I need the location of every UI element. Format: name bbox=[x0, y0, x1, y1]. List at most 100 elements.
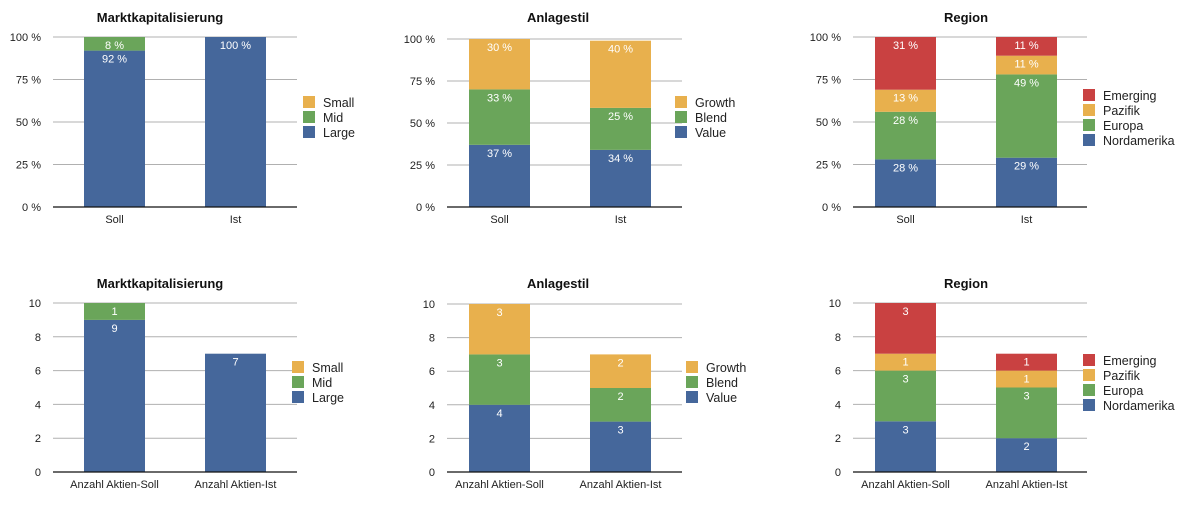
bar-segment-large bbox=[84, 319, 145, 472]
legend-label: Mid bbox=[323, 111, 343, 125]
bar-segment-europa bbox=[875, 370, 936, 422]
legend-swatch-mid bbox=[292, 376, 304, 388]
bar-segment-europa bbox=[996, 74, 1057, 158]
legend-swatch-small bbox=[303, 96, 315, 108]
y-tick-label: 0 bbox=[35, 467, 41, 479]
y-tick-label: 100 % bbox=[10, 32, 41, 44]
bar-segment-emerging bbox=[996, 353, 1057, 371]
data-label: 3 bbox=[617, 425, 623, 437]
y-tick-label: 25 % bbox=[16, 160, 41, 172]
legend-label: Value bbox=[706, 391, 737, 405]
data-label: 40 % bbox=[608, 44, 633, 56]
x-tick-label: Anzahl Aktien-Ist bbox=[580, 479, 662, 491]
bar-segment-emerging bbox=[875, 303, 936, 354]
data-label: 49 % bbox=[1014, 77, 1039, 89]
chart-title: Region bbox=[944, 276, 988, 291]
legend-label: Small bbox=[323, 96, 354, 110]
bar-segment-growth bbox=[469, 304, 530, 355]
legend-label: Growth bbox=[706, 361, 746, 375]
y-tick-label: 8 bbox=[429, 333, 435, 345]
x-tick-label: Anzahl Aktien-Soll bbox=[861, 479, 950, 491]
bar-segment-europa bbox=[996, 387, 1057, 439]
y-tick-label: 0 bbox=[429, 467, 435, 479]
x-tick-label: Anzahl Aktien-Soll bbox=[70, 479, 159, 491]
bar-segment-pazifik bbox=[875, 353, 936, 371]
data-label: 1 bbox=[902, 357, 908, 369]
legend-swatch-growth bbox=[675, 96, 687, 108]
y-tick-label: 25 % bbox=[410, 160, 435, 172]
y-tick-label: 0 bbox=[835, 467, 841, 479]
data-label: 28 % bbox=[893, 162, 918, 174]
x-tick-label: Soll bbox=[105, 214, 123, 226]
data-label: 100 % bbox=[220, 40, 251, 52]
bar-segment-nordamerika bbox=[875, 159, 936, 207]
data-label: 3 bbox=[496, 307, 502, 319]
data-label: 2 bbox=[1023, 441, 1029, 453]
legend-swatch-large bbox=[292, 391, 304, 403]
legend-swatch-europa bbox=[1083, 119, 1095, 131]
bar-segment-mid bbox=[84, 37, 145, 51]
data-label: 1 bbox=[1023, 357, 1029, 369]
x-tick-label: Soll bbox=[896, 214, 914, 226]
data-label: 3 bbox=[902, 306, 908, 318]
legend-swatch-nordamerika bbox=[1083, 399, 1095, 411]
legend-swatch-small bbox=[292, 361, 304, 373]
legend-label: Nordamerika bbox=[1103, 134, 1175, 148]
chart-title: Anlagestil bbox=[527, 276, 589, 291]
y-tick-label: 4 bbox=[429, 400, 435, 412]
legend-swatch-emerging bbox=[1083, 89, 1095, 101]
legend-swatch-emerging bbox=[1083, 354, 1095, 366]
data-label: 4 bbox=[496, 408, 502, 420]
data-label: 33 % bbox=[487, 92, 512, 104]
y-tick-label: 0 % bbox=[22, 202, 41, 214]
data-label: 1 bbox=[111, 306, 117, 318]
bar-segment-blend bbox=[469, 89, 530, 145]
bar-segment-growth bbox=[590, 354, 651, 388]
chart-4: Marktkapitalisierung 0 2 4 6 8 10 9 1 Anzahl Akti… bbox=[29, 276, 344, 491]
y-tick-label: 6 bbox=[35, 366, 41, 378]
chart-title: Region bbox=[944, 10, 988, 25]
legend-label: Blend bbox=[695, 111, 727, 125]
data-label: 8 % bbox=[105, 40, 124, 52]
legend-swatch-europa bbox=[1083, 384, 1095, 396]
y-tick-label: 10 bbox=[829, 298, 841, 310]
y-tick-label: 4 bbox=[835, 399, 841, 411]
bar-segment-large bbox=[205, 37, 266, 207]
chart-title: Marktkapitalisierung bbox=[97, 10, 223, 25]
y-tick-label: 50 % bbox=[816, 117, 841, 129]
bar-segment-large bbox=[84, 50, 145, 207]
bar-segment-pazifik bbox=[875, 89, 936, 112]
bar-segment-value bbox=[469, 144, 530, 207]
data-label: 25 % bbox=[608, 111, 633, 123]
bar-segment-growth bbox=[469, 39, 530, 90]
data-label: 1 bbox=[1023, 374, 1029, 386]
chart-3: Region 0 % 25 % 50 % 75 % 100 % 28 % 28 % 13 % 31… bbox=[810, 10, 1175, 226]
legend-label: Europa bbox=[1103, 119, 1143, 133]
x-tick-label: Anzahl Aktien-Ist bbox=[986, 479, 1068, 491]
x-tick-label: Anzahl Aktien-Ist bbox=[195, 479, 277, 491]
bar-segment-nordamerika bbox=[875, 421, 936, 472]
y-tick-label: 100 % bbox=[810, 32, 841, 44]
legend-swatch-nordamerika bbox=[1083, 134, 1095, 146]
bar-segment-growth bbox=[590, 40, 651, 108]
bar-segment-value bbox=[590, 149, 651, 207]
bar-segment-pazifik bbox=[996, 370, 1057, 388]
data-label: 3 bbox=[496, 357, 502, 369]
x-tick-label: Ist bbox=[230, 214, 242, 226]
data-label: 3 bbox=[902, 424, 908, 436]
data-label: 29 % bbox=[1014, 161, 1039, 173]
bar-segment-nordamerika bbox=[996, 157, 1057, 207]
x-tick-label: Ist bbox=[615, 214, 627, 226]
legend-swatch-large bbox=[303, 126, 315, 138]
data-label: 30 % bbox=[487, 42, 512, 54]
data-label: 7 bbox=[232, 357, 238, 369]
y-tick-label: 100 % bbox=[404, 34, 435, 46]
legend-swatch-value bbox=[675, 126, 687, 138]
bar-segment-emerging bbox=[996, 37, 1057, 56]
x-tick-label: Soll bbox=[490, 214, 508, 226]
bar-segment-pazifik bbox=[996, 55, 1057, 75]
